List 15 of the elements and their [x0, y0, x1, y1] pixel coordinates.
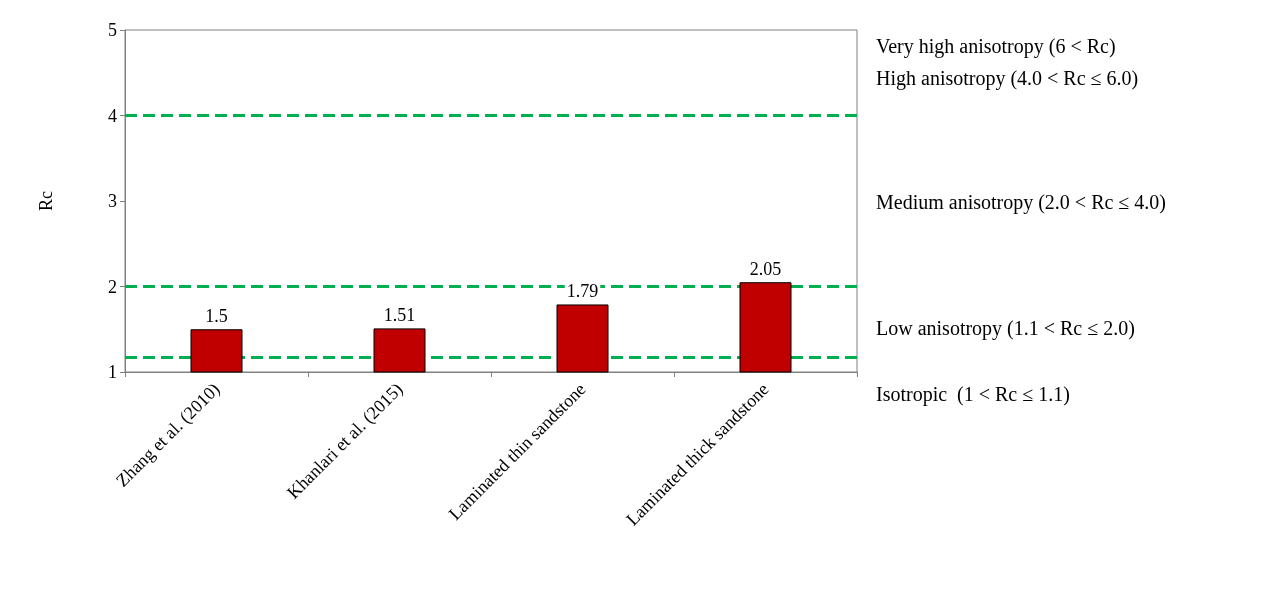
text: Medium anisotropy (2.0 < Rc ≤ 4.0)	[876, 191, 1166, 214]
y-tick-label: 5	[108, 20, 117, 40]
text: Low anisotropy (1.1 < Rc ≤ 2.0)	[876, 317, 1135, 340]
text: High anisotropy (4.0 < Rc ≤ 6.0)	[876, 67, 1139, 90]
data-label: 1.79	[566, 281, 599, 302]
y-tick-label: 2	[108, 276, 117, 297]
y-tick-label: 4	[108, 105, 117, 126]
data-label: 1.5	[205, 306, 228, 327]
data-label: 2.05	[749, 259, 782, 280]
y-tick-label: 3	[108, 191, 117, 211]
y-axis-title: Rc	[36, 190, 56, 211]
text: Very high anisotropy (6 < Rc)	[876, 35, 1116, 58]
text: Isotropic (1 < Rc ≤ 1.1)	[876, 383, 1070, 406]
data-label: 1.51	[383, 305, 416, 326]
y-tick-label: 1	[108, 362, 117, 382]
